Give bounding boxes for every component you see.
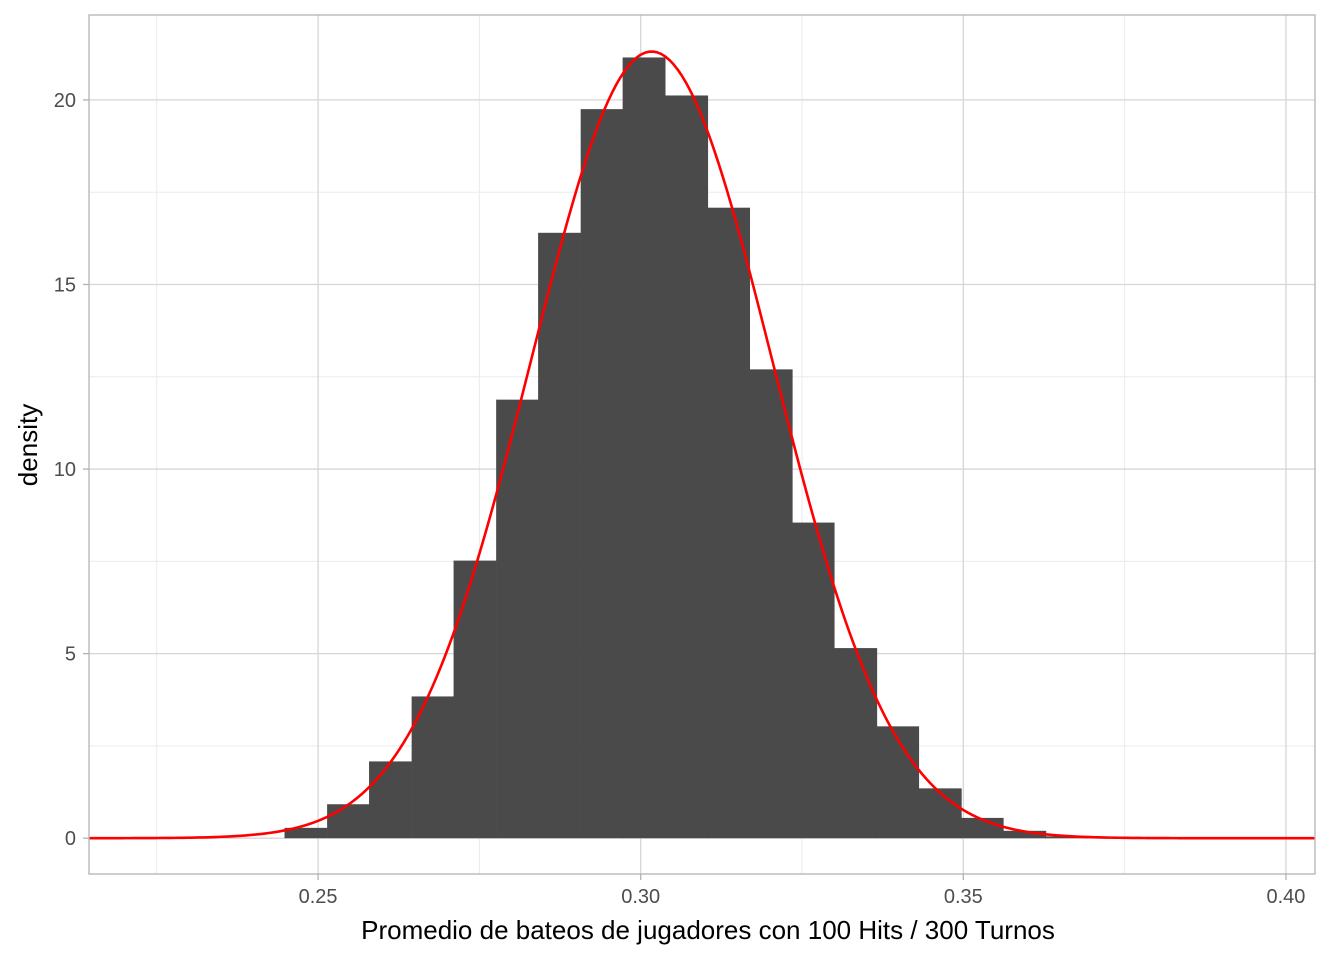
x-tick-label: 0.25 <box>299 886 338 908</box>
histogram-bar <box>369 761 412 839</box>
x-tick-label: 0.40 <box>1266 886 1305 908</box>
histogram-bar <box>1003 830 1047 839</box>
y-tick-label: 20 <box>54 90 76 112</box>
y-axis-ticks: 0 5 10 15 20 <box>54 90 89 850</box>
histogram-bar <box>327 804 370 839</box>
histogram-bar <box>876 726 920 839</box>
histogram-bar <box>622 57 666 839</box>
histogram-bar <box>834 648 878 839</box>
histogram-bar <box>538 232 581 839</box>
y-tick-label: 0 <box>65 828 76 850</box>
histogram-bar <box>918 788 962 839</box>
histogram-bar <box>580 109 624 839</box>
x-axis-title: Promedio de bateos de jugadores con 100 … <box>361 915 1055 945</box>
histogram-bar <box>411 696 455 839</box>
histogram-bar <box>749 369 793 839</box>
y-axis-title: density <box>13 404 43 486</box>
histogram-bar <box>496 399 540 839</box>
y-tick-label: 10 <box>54 459 76 481</box>
density-curve <box>89 50 1315 840</box>
histogram-bars <box>284 57 1089 839</box>
density-curve-layer <box>89 50 1315 840</box>
histogram-bar <box>707 207 751 839</box>
y-tick-label: 5 <box>65 644 76 666</box>
y-tick-label: 15 <box>54 274 76 296</box>
histogram-bar <box>665 95 709 839</box>
x-tick-label: 0.30 <box>621 886 660 908</box>
histogram-bar <box>284 827 328 839</box>
x-axis-ticks: 0.25 0.30 0.35 0.40 <box>299 874 1305 908</box>
x-tick-label: 0.35 <box>944 886 983 908</box>
histogram-bar <box>791 522 835 839</box>
panel-border <box>88 14 1316 875</box>
histogram-bar <box>453 560 497 839</box>
